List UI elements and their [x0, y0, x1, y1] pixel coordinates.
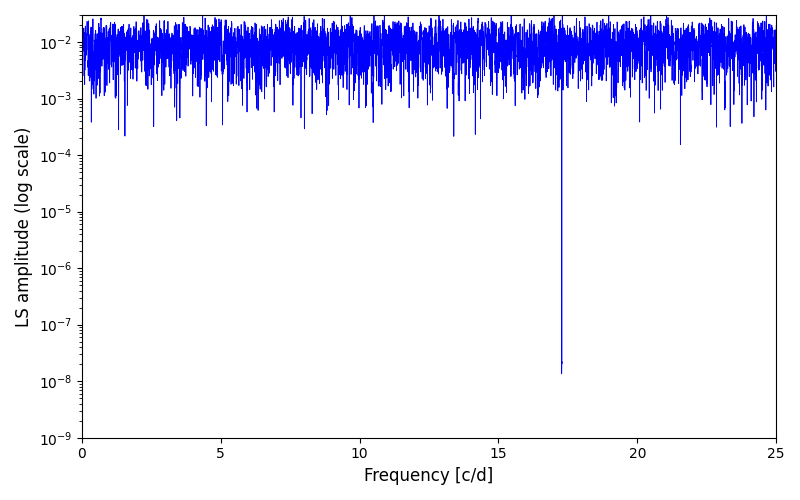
X-axis label: Frequency [c/d]: Frequency [c/d] — [364, 467, 494, 485]
Y-axis label: LS amplitude (log scale): LS amplitude (log scale) — [15, 126, 33, 326]
